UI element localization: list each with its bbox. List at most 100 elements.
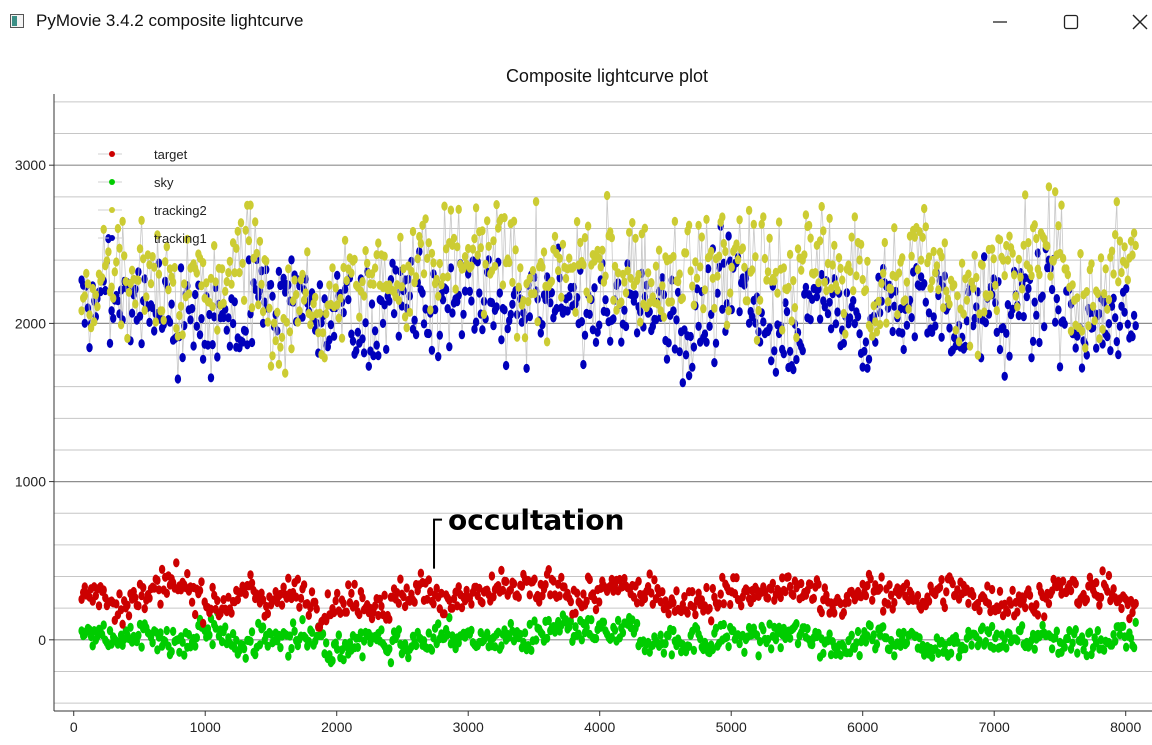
- data-point: [815, 278, 822, 288]
- data-point: [1096, 309, 1103, 319]
- data-point: [359, 277, 366, 287]
- data-point: [619, 628, 627, 638]
- data-point: [970, 591, 977, 601]
- close-button[interactable]: [1110, 0, 1152, 44]
- data-point: [496, 288, 503, 298]
- data-point: [198, 577, 205, 587]
- data-point: [1012, 291, 1019, 301]
- data-point: [733, 573, 740, 583]
- data-point: [891, 223, 898, 233]
- data-point: [143, 292, 150, 302]
- data-point: [965, 269, 972, 279]
- data-point: [982, 318, 989, 328]
- data-point: [581, 330, 589, 340]
- data-point: [662, 639, 669, 649]
- data-point: [886, 580, 893, 590]
- data-point: [610, 295, 617, 305]
- data-point: [155, 269, 163, 279]
- data-point: [821, 302, 828, 312]
- data-point: [458, 330, 466, 340]
- data-point: [179, 637, 186, 647]
- data-point: [225, 268, 232, 278]
- data-point: [815, 579, 822, 589]
- data-point: [160, 315, 167, 325]
- data-point: [876, 308, 884, 318]
- data-point: [386, 614, 393, 624]
- data-point: [343, 607, 350, 617]
- data-point: [395, 331, 402, 341]
- data-point: [708, 616, 715, 626]
- data-point: [687, 266, 694, 276]
- data-point: [498, 335, 505, 345]
- data-point: [583, 622, 590, 633]
- data-point: [140, 583, 147, 593]
- data-point: [704, 264, 712, 274]
- data-point: [390, 309, 398, 319]
- data-point: [324, 589, 331, 599]
- data-point: [786, 581, 794, 592]
- data-point: [1107, 346, 1114, 356]
- data-point: [425, 238, 432, 248]
- data-point: [479, 598, 486, 608]
- data-point: [1018, 284, 1026, 294]
- data-point: [755, 651, 762, 661]
- data-point: [654, 299, 661, 309]
- data-point: [611, 261, 619, 271]
- data-point: [553, 303, 560, 314]
- data-point: [1028, 353, 1035, 363]
- data-point: [439, 272, 447, 282]
- data-point: [468, 261, 475, 271]
- data-point: [834, 307, 841, 317]
- data-point: [880, 606, 887, 616]
- data-point: [1034, 610, 1042, 620]
- data-point: [880, 622, 887, 632]
- data-point: [119, 216, 126, 226]
- data-point: [78, 306, 85, 316]
- data-point: [618, 337, 625, 347]
- annotation-pointer: [433, 518, 443, 569]
- data-point: [774, 288, 781, 298]
- data-point: [626, 227, 633, 237]
- data-point: [177, 301, 185, 311]
- data-point: [264, 609, 271, 619]
- data-point: [851, 319, 858, 329]
- data-point: [152, 317, 159, 327]
- maximize-button[interactable]: [1041, 0, 1101, 44]
- data-point: [86, 310, 93, 320]
- data-point: [179, 330, 186, 340]
- data-point: [412, 330, 420, 340]
- data-point: [1064, 633, 1072, 644]
- data-point: [297, 593, 305, 604]
- data-point: [285, 573, 292, 583]
- data-point: [1112, 230, 1119, 240]
- data-point: [744, 296, 751, 306]
- data-point: [1020, 312, 1027, 322]
- data-point: [419, 288, 426, 298]
- data-point: [592, 605, 600, 615]
- data-point: [1082, 343, 1089, 353]
- data-point: [300, 580, 308, 590]
- data-point: [643, 280, 650, 290]
- data-point: [247, 636, 254, 646]
- data-point: [223, 325, 230, 335]
- data-point: [887, 284, 895, 294]
- minimize-button[interactable]: [970, 0, 1030, 44]
- data-point: [240, 295, 248, 305]
- legend-marker-tracking1: [109, 235, 115, 241]
- data-point: [460, 309, 467, 319]
- data-point: [676, 347, 683, 357]
- lightcurve-chart[interactable]: Composite lightcurve plot 01000200030000…: [0, 44, 1152, 745]
- legend-marker-target: [109, 151, 115, 157]
- data-point: [187, 315, 194, 325]
- data-point: [411, 597, 418, 607]
- data-point: [174, 374, 182, 384]
- data-point: [441, 609, 448, 619]
- data-point: [876, 319, 884, 330]
- data-point: [135, 630, 142, 641]
- data-point: [925, 596, 933, 606]
- data-point: [671, 344, 679, 354]
- data-point: [259, 307, 267, 317]
- data-point: [209, 582, 216, 593]
- data-point: [954, 291, 961, 301]
- data-point: [149, 252, 156, 262]
